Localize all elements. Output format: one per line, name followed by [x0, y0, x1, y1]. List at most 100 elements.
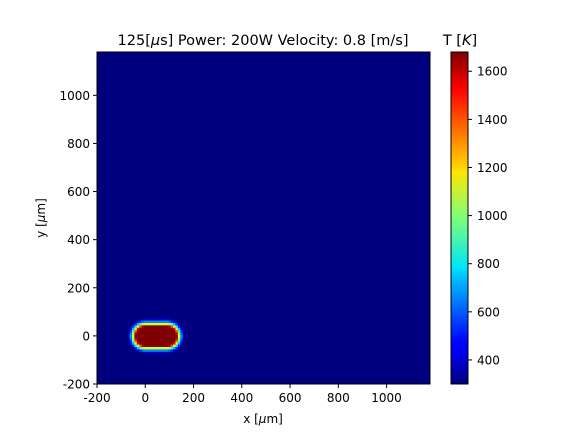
heatmap-cell-221: [165, 339, 169, 343]
heatmap-cell-38: [136, 349, 140, 352]
heatmap-cell-3: [127, 332, 130, 335]
heatmap-cell-104: [146, 332, 150, 335]
heatmap-cell-123: [148, 322, 152, 326]
heatmap-cell-255: [170, 329, 174, 333]
heatmap-cell-309: [182, 334, 186, 338]
heatmap-cell-251: [170, 339, 174, 343]
heatmap-cell-66: [141, 351, 145, 355]
heatmap-cell-292: [177, 334, 181, 338]
heatmap-cell-59: [139, 332, 142, 335]
heatmap-cell-154: [153, 320, 157, 323]
heatmap-cell-162: [156, 337, 159, 340]
heatmap-cell-247: [170, 349, 174, 352]
heatmap-cell-81: [144, 351, 147, 355]
heatmap-cell-94: [144, 320, 147, 323]
heatmap-cell-230: [165, 317, 169, 321]
heatmap-cell-126: [151, 351, 155, 355]
colorbar-tick-label: 1000: [477, 209, 508, 223]
colorbar-tick-label: 1200: [477, 161, 508, 175]
y-axis-ticks: -200 0 200 400 600 800 1000: [59, 89, 97, 392]
heatmap-cell-91: [144, 327, 147, 331]
heatmap-cell-225: [165, 329, 169, 333]
heatmap-cell-113: [148, 346, 152, 350]
heatmap-cell-117: [148, 337, 152, 340]
heatmap-cell-99: [146, 344, 150, 348]
heatmap-cell-67: [141, 349, 145, 352]
heatmap-cell-61: [139, 327, 142, 331]
heatmap-cell-285: [175, 322, 179, 326]
heatmap-cell-63: [139, 322, 142, 326]
y-tick-label: 800: [67, 137, 90, 151]
heatmap-cells: [127, 317, 186, 355]
heatmap-cell-141: [153, 351, 157, 355]
heatmap-cell-48: [136, 325, 140, 328]
heatmap-cell-237: [168, 337, 171, 340]
heatmap-cell-134: [151, 332, 155, 335]
y-tick-label: 200: [67, 281, 90, 295]
heatmap-cell-204: [163, 344, 167, 348]
heatmap-cell-173: [158, 346, 162, 350]
heatmap-cell-171: [158, 351, 162, 355]
heatmap-cell-259: [170, 320, 174, 323]
heatmap-cell-147: [153, 337, 157, 340]
heatmap-cell-177: [158, 337, 162, 340]
heatmap-cell-215: [163, 317, 167, 321]
heatmap-cell-4: [127, 329, 130, 333]
heatmap-cell-262: [173, 346, 176, 350]
heatmap-cell-121: [148, 327, 152, 331]
heatmap-cell-47: [136, 327, 140, 331]
heatmap-cell-169: [156, 320, 159, 323]
colorbar-tick-label: 800: [477, 257, 500, 271]
heatmap-cell-102: [146, 337, 150, 340]
heatmap-cell-49: [136, 322, 140, 326]
y-tick-label: 400: [67, 233, 90, 247]
x-tick-label: 1000: [371, 391, 402, 405]
heatmap-cell-27: [134, 344, 138, 348]
heatmap-cell-71: [141, 339, 145, 343]
heatmap-cell-131: [151, 339, 155, 343]
heatmap-cell-97: [146, 349, 150, 352]
heatmap-cell-248: [170, 346, 174, 350]
heatmap-cell-122: [148, 325, 152, 328]
heatmap-cell-275: [175, 346, 179, 350]
heatmap-cell-53: [139, 346, 142, 350]
heatmap-cell-227: [165, 325, 169, 328]
heatmap-cell-213: [163, 322, 167, 326]
y-tick-label: 600: [67, 185, 90, 199]
heatmap-cell-283: [175, 327, 179, 331]
heatmap-cell-74: [141, 332, 145, 335]
heatmap-cell-37: [134, 320, 138, 323]
heatmap-cell-175: [158, 341, 162, 345]
heatmap-cell-15: [131, 344, 135, 348]
heatmap-cell-12: [129, 327, 133, 331]
heatmap-cell-269: [173, 329, 176, 333]
heatmap-cell-83: [144, 346, 147, 350]
heatmap-cell-244: [168, 320, 171, 323]
heatmap-cell-310: [182, 332, 186, 335]
heatmap-cell-241: [168, 327, 171, 331]
heatmap-cell-54: [139, 344, 142, 348]
heatmap-cell-111: [148, 351, 152, 355]
heatmap-cell-260: [170, 317, 174, 321]
colorbar-tick-label: 400: [477, 353, 500, 367]
heatmap-cell-17: [131, 339, 135, 343]
heatmap-cell-185: [158, 317, 162, 321]
heatmap-cell-198: [160, 322, 164, 326]
heatmap-cell-172: [158, 349, 162, 352]
heatmap-cell-304: [180, 329, 183, 333]
heatmap-cell-261: [173, 349, 176, 352]
colorbar: [450, 51, 469, 385]
heatmap-cell-236: [168, 339, 171, 343]
heatmap-cell-106: [146, 327, 150, 331]
x-axis-label: x [μm]: [243, 412, 283, 426]
heatmap-cell-298: [180, 344, 183, 348]
heatmap-cell-55: [139, 341, 142, 345]
heatmap-cell-184: [158, 320, 162, 323]
heatmap-cell-152: [153, 325, 157, 328]
heatmap-cell-109: [146, 320, 150, 323]
heatmap-cell-44: [136, 334, 140, 338]
heatmap-cell-159: [156, 344, 159, 348]
heatmap-cell-307: [182, 339, 186, 343]
heatmap-cell-96: [146, 351, 150, 355]
heatmap-cell-144: [153, 344, 157, 348]
